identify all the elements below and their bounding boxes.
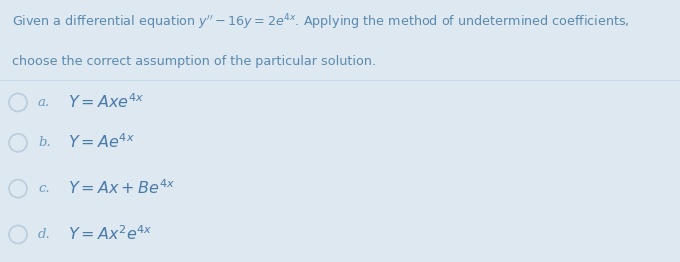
- Text: $Y = Axe^{4x}$: $Y = Axe^{4x}$: [68, 93, 144, 112]
- Text: a.: a.: [38, 96, 50, 109]
- Text: d.: d.: [38, 228, 51, 241]
- Text: $Y = Ax^2e^{4x}$: $Y = Ax^2e^{4x}$: [68, 225, 152, 244]
- Text: Given a differential equation $y'' - 16y = 2e^{4x}$. Applying the method of unde: Given a differential equation $y'' - 16y…: [12, 12, 630, 32]
- Text: b.: b.: [38, 136, 51, 149]
- Text: c.: c.: [38, 182, 50, 195]
- Text: choose the correct assumption of the particular solution.: choose the correct assumption of the par…: [12, 55, 376, 68]
- Text: $Y = Ae^{4x}$: $Y = Ae^{4x}$: [68, 133, 135, 152]
- Text: $Y = Ax + Be^{4x}$: $Y = Ax + Be^{4x}$: [68, 179, 175, 198]
